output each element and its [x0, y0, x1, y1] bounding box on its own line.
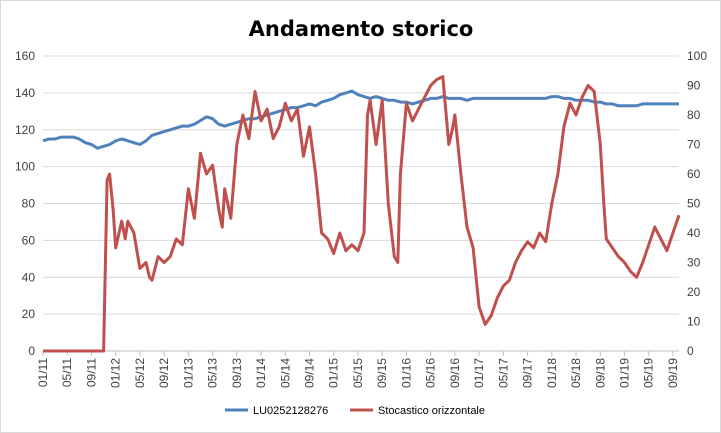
y-right-tick-label: 30	[687, 256, 701, 270]
y-right-tick-label: 60	[687, 167, 701, 181]
legend-label-0: LU0252128276	[253, 405, 328, 417]
y-left-tick-label: 80	[22, 197, 36, 211]
y-left-tick-label: 140	[15, 86, 35, 100]
series-line-0	[42, 89, 679, 150]
y-right-tick-label: 80	[687, 108, 701, 122]
y-right-tick-label: 20	[687, 285, 701, 299]
x-tick-label: 01/19	[617, 358, 631, 388]
y-left-tick-label: 0	[28, 344, 35, 358]
x-tick-label: 09/16	[448, 358, 462, 388]
x-tick-label: 09/15	[375, 358, 389, 388]
x-tick-label: 01/12	[109, 358, 123, 388]
x-tick-label: 05/16	[424, 358, 438, 388]
y-axis-right: 0 10 20 30 40 50 60 70 80 90 100	[687, 49, 707, 358]
x-tick-label: 01/18	[545, 358, 559, 388]
y-left-tick-label: 40	[22, 270, 36, 284]
legend: LU0252128276 Stocastico orizzontale	[225, 405, 485, 417]
x-axis: 01/11 05/11 09/11 01/12 05/12 09/12 01/13 05/13…	[36, 350, 680, 388]
series-lines	[42, 75, 681, 353]
y-right-tick-label: 50	[687, 197, 701, 211]
y-right-tick-label: 100	[687, 49, 707, 63]
y-left-tick-label: 120	[15, 123, 35, 137]
x-tick-label: 01/14	[254, 358, 268, 388]
series-line-1	[43, 75, 681, 353]
x-tick-label: 09/14	[303, 358, 317, 388]
x-tick-label: 05/13	[206, 358, 220, 388]
y-left-tick-label: 100	[15, 160, 35, 174]
y-axis-left: 0 20 40 60 80 100 120 140 160	[15, 49, 35, 358]
x-tick-label: 01/13	[181, 358, 195, 388]
x-tick-label: 05/14	[278, 358, 292, 388]
chart-title: Andamento storico	[249, 17, 474, 41]
x-tick-label: 09/18	[593, 358, 607, 388]
y-right-tick-label: 40	[687, 226, 701, 240]
x-tick-label: 05/17	[496, 358, 510, 388]
x-tick-label: 01/16	[399, 358, 413, 388]
x-tick-label: 05/12	[133, 358, 147, 388]
x-tick-label: 01/17	[472, 358, 486, 388]
y-right-tick-label: 90	[687, 79, 701, 93]
legend-label-1: Stocastico orizzontale	[378, 405, 485, 417]
y-left-tick-label: 20	[22, 307, 36, 321]
x-tick-label: 05/19	[642, 358, 656, 388]
y-left-tick-label: 160	[15, 49, 35, 63]
y-right-tick-label: 0	[687, 344, 694, 358]
y-right-tick-label: 70	[687, 138, 701, 152]
x-tick-label: 09/12	[157, 358, 171, 388]
x-tick-label: 09/19	[666, 358, 680, 388]
y-left-tick-label: 60	[22, 233, 36, 247]
x-tick-label: 05/11	[60, 358, 74, 387]
x-tick-label: 09/17	[521, 358, 535, 388]
x-tick-label: 09/13	[230, 358, 244, 388]
x-tick-label: 01/15	[327, 358, 341, 388]
x-tick-label: 05/18	[569, 358, 583, 388]
y-right-tick-label: 10	[687, 315, 701, 329]
x-tick-label: 05/15	[351, 358, 365, 388]
x-tick-label: 01/11	[36, 358, 50, 387]
x-tick-label: 09/11	[84, 358, 98, 387]
